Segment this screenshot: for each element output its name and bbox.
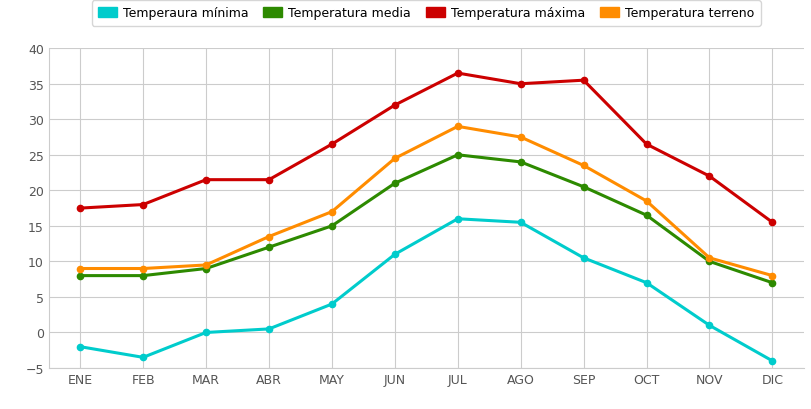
- Legend: Temperaura mínima, Temperatura media, Temperatura máxima, Temperatura terreno: Temperaura mínima, Temperatura media, Te…: [92, 1, 760, 27]
